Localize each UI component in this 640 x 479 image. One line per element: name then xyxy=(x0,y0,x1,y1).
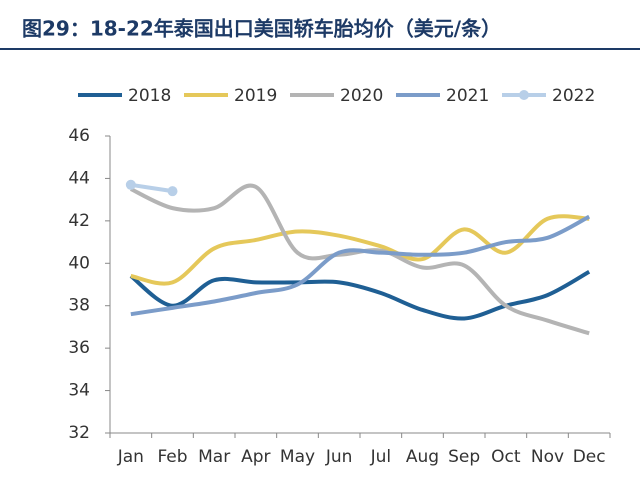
x-tick-label: Aug xyxy=(406,447,439,467)
legend-label: 2019 xyxy=(234,86,277,106)
series-line xyxy=(129,270,591,321)
x-tick-label: Apr xyxy=(241,447,270,467)
y-tick-label: 32 xyxy=(68,423,90,443)
x-tick-label: Jan xyxy=(117,447,144,467)
x-tick-label: Sep xyxy=(448,447,480,467)
legend-label: 2018 xyxy=(128,86,171,106)
x-tick-label: Dec xyxy=(573,447,606,467)
y-tick-label: 42 xyxy=(68,211,90,231)
y-tick-label: 40 xyxy=(68,253,90,273)
series-line xyxy=(130,214,590,286)
x-tick-label: Feb xyxy=(157,447,187,467)
x-tick-label: Jun xyxy=(325,447,353,467)
legend-label: 2022 xyxy=(552,86,595,106)
y-tick-label: 34 xyxy=(68,381,90,401)
point xyxy=(167,186,178,197)
x-tick-label: May xyxy=(280,447,315,467)
y-tick-label: 46 xyxy=(68,126,90,146)
chart-title: 图29：18-22年泰国出口美国轿车胎均价（美元/条） xyxy=(22,17,501,41)
x-tick-label: Oct xyxy=(491,447,521,467)
y-tick-label: 38 xyxy=(68,296,90,316)
series-line xyxy=(129,183,590,336)
x-tick-label: Jul xyxy=(370,447,392,467)
legend-marker xyxy=(519,90,529,100)
point xyxy=(125,179,136,190)
legend-label: 2020 xyxy=(340,86,383,106)
x-tick-label: Nov xyxy=(531,447,564,467)
y-tick-label: 36 xyxy=(68,338,90,358)
y-tick-label: 44 xyxy=(68,168,90,188)
x-tick-label: Mar xyxy=(198,447,230,467)
legend-label: 2021 xyxy=(446,86,489,106)
series-line xyxy=(130,214,591,317)
